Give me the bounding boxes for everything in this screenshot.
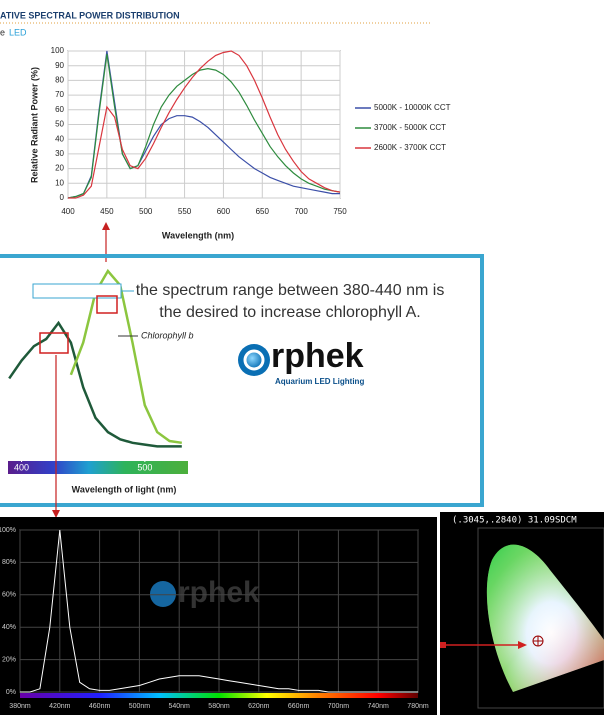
x-tick-label: 550 — [178, 207, 192, 216]
subtitle-a: e — [0, 27, 5, 37]
page-title: ATIVE SPECTRAL POWER DISTRIBUTION — [0, 10, 180, 20]
y-tick-label: 10 — [55, 178, 64, 187]
x-tick-label: 580nm — [208, 703, 230, 710]
series-line — [69, 268, 182, 445]
x-tick-label: 700nm — [328, 703, 350, 710]
cie-frame — [477, 527, 604, 709]
y-tick-label: 0% — [6, 689, 16, 696]
x-axis-label: Wavelength of light (nm) — [72, 484, 177, 494]
highlight — [39, 332, 69, 354]
y-tick-label: 0 — [60, 193, 65, 202]
logo-text: rphek — [271, 337, 364, 375]
legend-label: 2600K - 3700K CCT — [374, 143, 446, 152]
cie-overlay — [486, 544, 604, 692]
x-tick-label: 600 — [217, 207, 231, 216]
annotation: the desired to increase chlorophyll A. — [159, 304, 420, 321]
x-tick-label: 750 — [333, 207, 347, 216]
x-tick-label: 660nm — [288, 703, 310, 710]
x-tick-label: 650 — [256, 207, 270, 216]
y-tick-label: 30 — [55, 149, 64, 158]
y-axis-label: Relative Radiant Power (%) — [29, 67, 39, 183]
spectrum-strip — [8, 461, 188, 474]
y-tick-label: 80% — [2, 559, 16, 566]
series-line — [68, 50, 341, 199]
y-tick-label: 100 — [51, 46, 65, 55]
logo-ball — [243, 349, 265, 371]
legend-label: 3700K - 5000K CCT — [374, 123, 446, 132]
series-line — [20, 529, 418, 693]
y-tick-label: 60 — [55, 105, 64, 114]
x-axis-label: Wavelength (nm) — [162, 230, 234, 240]
logo-tagline: Aquarium LED Lighting — [275, 377, 364, 386]
series-line — [67, 53, 341, 199]
x-tick-label: 540nm — [168, 703, 190, 710]
y-tick-label: 20 — [55, 164, 64, 173]
series-line — [8, 320, 182, 448]
x-tick-label: 620nm — [248, 703, 270, 710]
subtitle-b: LED — [9, 27, 27, 37]
x-tick-label: 700 — [294, 207, 308, 216]
y-tick-label: 50 — [55, 120, 64, 129]
annotation: the spectrum range between 380-440 nm is — [136, 282, 445, 299]
x-tick-label: 420nm — [49, 703, 71, 710]
spectrum-chart: 0% 20% 40% 60% 80% 100% 380nm 420nm 460nm 500nm 54… — [0, 527, 429, 710]
x-tick-label: 400 — [14, 462, 29, 472]
y-tick-label: 80 — [55, 76, 64, 85]
y-tick-label: 60% — [2, 592, 16, 599]
x-tick-label: 400 — [61, 207, 75, 216]
x-tick-label: 740nm — [367, 703, 389, 710]
y-tick-label: 90 — [55, 61, 64, 70]
x-tick-label: 380nm — [9, 703, 31, 710]
arrow-head — [518, 641, 527, 649]
cie-cross — [533, 636, 543, 646]
logo-ball — [150, 581, 176, 607]
arrow-head — [52, 510, 60, 518]
cie-label: (.3045,.2840) 31.09SDCM — [452, 516, 577, 526]
y-tick-label: 70 — [55, 90, 64, 99]
x-tick-label: 460nm — [89, 703, 111, 710]
x-tick-label: 500 — [137, 462, 152, 472]
x-tick-label: 500nm — [129, 703, 151, 710]
series-label: Chlorophyll b — [141, 330, 194, 340]
x-tick-label: 500 — [139, 207, 153, 216]
y-tick-label: 40% — [2, 624, 16, 631]
rainbow-strip — [20, 693, 418, 698]
highlight — [96, 295, 118, 314]
legend-label: 5000K - 10000K CCT — [374, 103, 451, 112]
x-tick-label: 450 — [100, 207, 114, 216]
y-tick-label: 20% — [2, 656, 16, 663]
y-tick-label: 100% — [0, 527, 16, 534]
x-tick-label: 780nm — [407, 703, 429, 710]
y-tick-label: 40 — [55, 134, 64, 143]
top-chart: 0 10 20 30 40 50 60 70 80 90 100 400 450 500 550 600 650… — [29, 46, 450, 240]
frame — [0, 254, 484, 507]
arrow-tail — [440, 642, 446, 648]
